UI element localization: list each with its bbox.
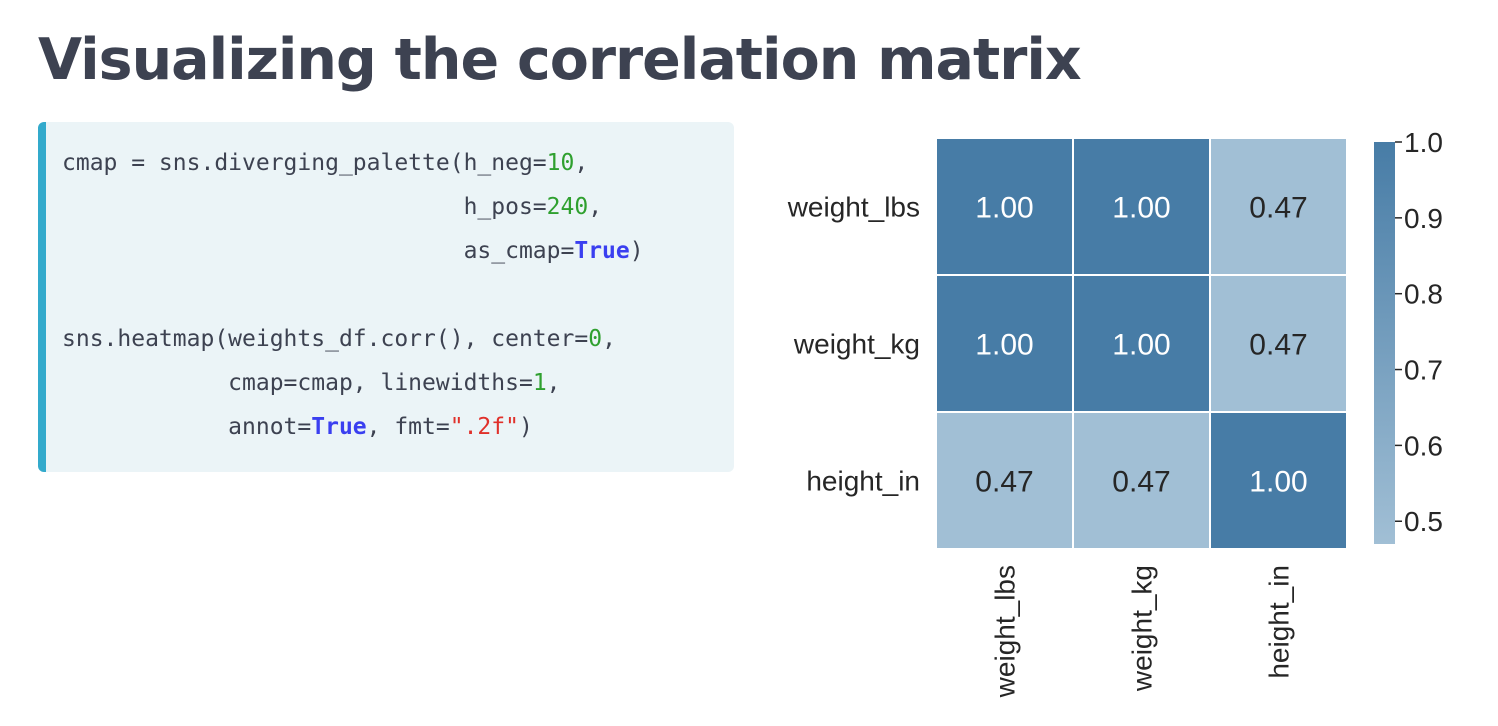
cell-annotation: 1.00 bbox=[975, 192, 1033, 225]
code-token: as_cmap= bbox=[62, 238, 575, 264]
code-block: cmap = sns.diverging_palette(h_neg=10, h… bbox=[38, 122, 734, 472]
heatmap-cell bbox=[935, 411, 1074, 550]
cell-annotation: 1.00 bbox=[1112, 192, 1170, 225]
code-token: ) bbox=[629, 238, 644, 264]
code-token: cmap = sns.diverging_palette(h_neg= bbox=[62, 150, 547, 176]
code-text: cmap = sns.diverging_palette(h_neg=10, h… bbox=[62, 141, 734, 449]
y-tick-label: height_in bbox=[806, 466, 920, 497]
cell-annotation: 0.47 bbox=[975, 466, 1033, 499]
x-tick-label: weight_kg bbox=[1127, 565, 1158, 692]
heatmap-cell bbox=[1209, 411, 1348, 550]
y-tick-label: weight_lbs bbox=[787, 192, 920, 223]
code-token: 240 bbox=[546, 194, 589, 220]
code-token: 10 bbox=[546, 150, 575, 176]
code-line: cmap=cmap, linewidths=1, bbox=[62, 370, 561, 396]
code-token: , bbox=[574, 150, 589, 176]
colorbar-tick-label: 0.7 bbox=[1404, 355, 1443, 386]
cell-annotation: 1.00 bbox=[1112, 329, 1170, 362]
code-line: sns.heatmap(weights_df.corr(), center=0, bbox=[62, 326, 616, 352]
code-token: , fmt= bbox=[366, 414, 450, 440]
heatmap-cell bbox=[935, 274, 1074, 413]
heatmap-cell bbox=[1072, 274, 1211, 413]
colorbar-tick-label: 0.9 bbox=[1404, 203, 1443, 234]
code-token: ) bbox=[518, 414, 533, 440]
code-token: ".2f" bbox=[449, 414, 519, 440]
heatmap-cell bbox=[1072, 137, 1211, 276]
cell-annotation: 1.00 bbox=[1249, 466, 1307, 499]
code-line: h_pos=240, bbox=[62, 194, 603, 220]
slide-title: Visualizing the correlation matrix bbox=[38, 27, 1082, 93]
x-tick-label: weight_lbs bbox=[990, 565, 1021, 698]
code-token: True bbox=[574, 238, 630, 264]
colorbar bbox=[1374, 142, 1395, 544]
cell-annotation: 1.00 bbox=[975, 329, 1033, 362]
cell-annotation: 0.47 bbox=[1112, 466, 1170, 499]
heatmap-cell bbox=[1209, 137, 1348, 276]
code-token: h_pos= bbox=[62, 194, 547, 220]
colorbar-tick-label: 0.8 bbox=[1404, 279, 1443, 310]
heatmap-cell bbox=[1072, 411, 1211, 550]
heatmap-cell bbox=[935, 137, 1074, 276]
code-token: cmap=cmap, linewidths= bbox=[62, 370, 533, 396]
code-token: True bbox=[311, 414, 367, 440]
code-line: annot=True, fmt=".2f") bbox=[62, 414, 533, 440]
cell-annotation: 0.47 bbox=[1249, 329, 1307, 362]
code-line: cmap = sns.diverging_palette(h_neg=10, bbox=[62, 150, 588, 176]
colorbar-tick-label: 0.6 bbox=[1404, 430, 1443, 461]
cell-annotation: 0.47 bbox=[1249, 192, 1307, 225]
heatmap-cell bbox=[1209, 274, 1348, 413]
y-tick-label: weight_kg bbox=[793, 329, 920, 360]
code-line: as_cmap=True) bbox=[62, 238, 644, 264]
colorbar-tick-label: 1.0 bbox=[1404, 127, 1443, 158]
code-token: 0 bbox=[588, 326, 603, 352]
code-token: , bbox=[602, 326, 616, 352]
x-tick-label: height_in bbox=[1264, 565, 1295, 679]
code-token: , bbox=[588, 194, 603, 220]
code-token: sns.heatmap(weights_df.corr(), center= bbox=[62, 326, 589, 352]
colorbar-tick-label: 0.5 bbox=[1404, 506, 1443, 537]
code-token: 1 bbox=[532, 370, 547, 396]
code-token: , bbox=[546, 370, 561, 396]
code-token: annot= bbox=[62, 414, 312, 440]
